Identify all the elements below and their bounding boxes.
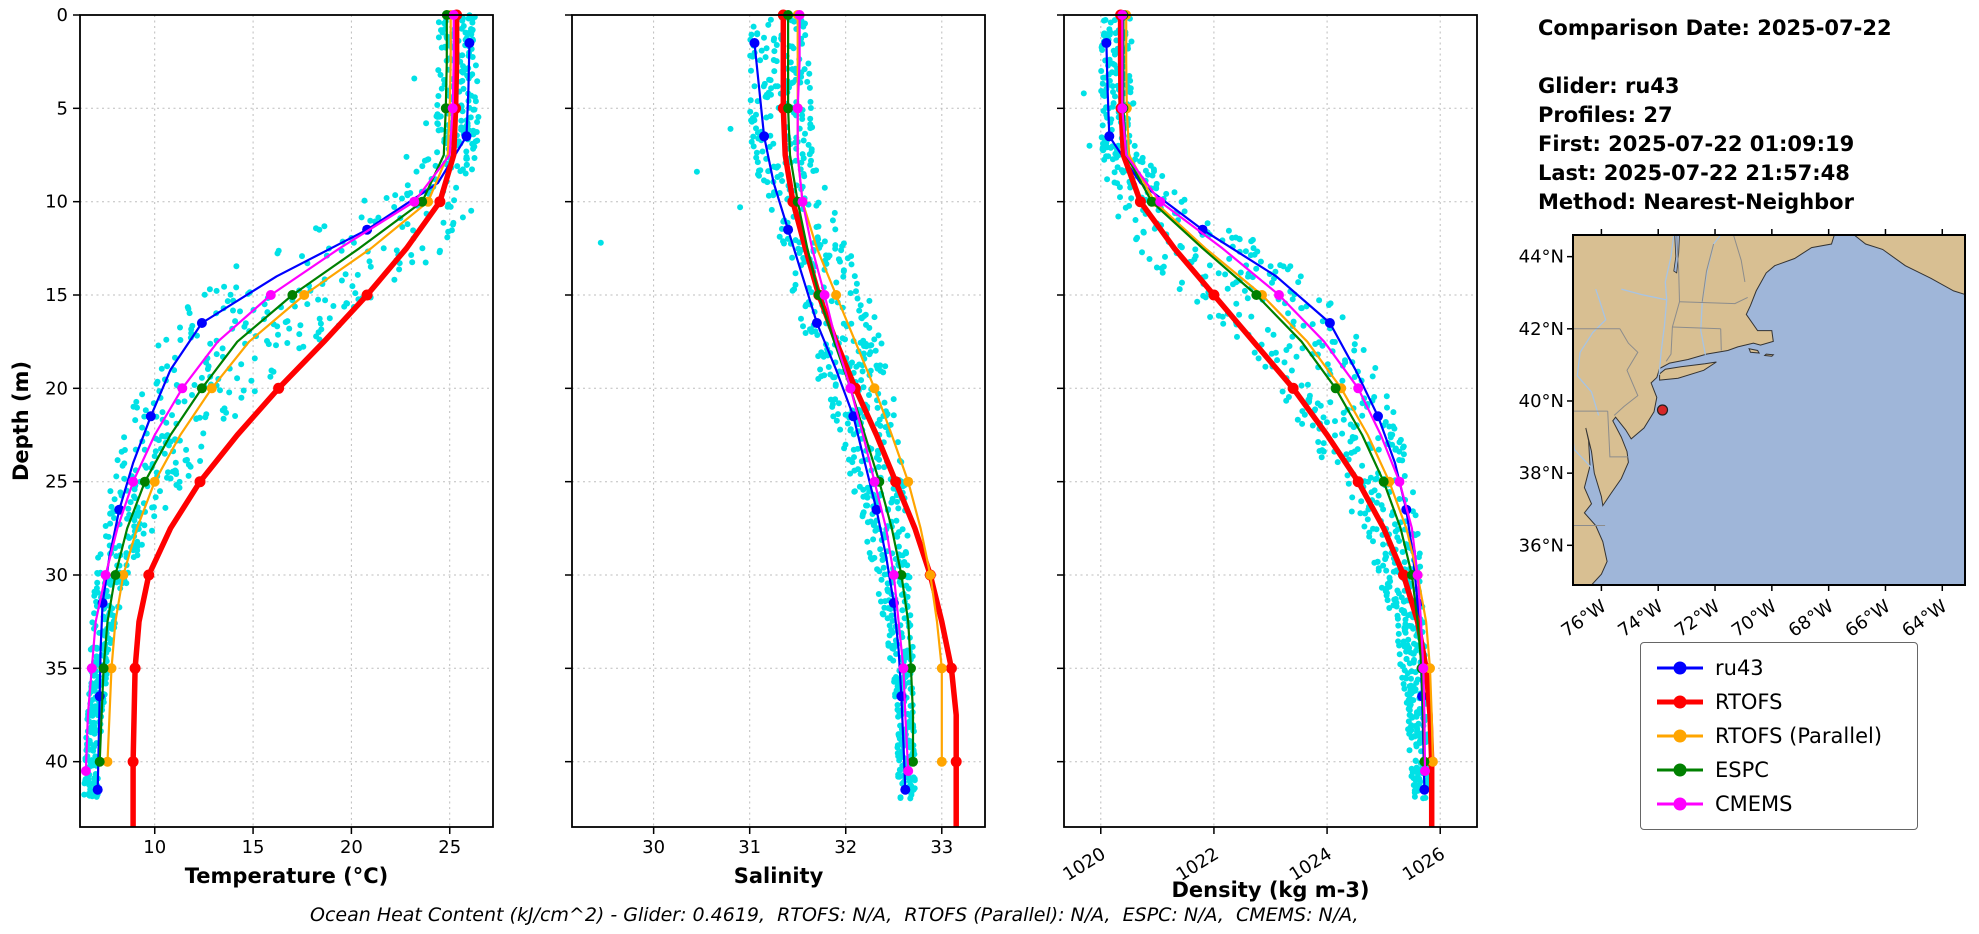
info-line: Last: 2025-07-22 21:57:48	[1538, 161, 1850, 185]
landmass	[1572, 234, 1835, 586]
series-ru43	[1101, 38, 1430, 795]
legend-item: ru43	[1655, 651, 1903, 685]
scatter-points	[597, 14, 918, 802]
gridlines	[1064, 14, 1477, 827]
x-tick-label: 33	[930, 837, 953, 858]
lon-tick-label: 64°W	[1898, 596, 1951, 642]
x-tick-label: 20	[340, 837, 363, 858]
legend-marker-icon	[1657, 729, 1703, 743]
plot-frame	[571, 14, 986, 828]
x-tick-label: 15	[242, 837, 265, 858]
state-border	[1672, 326, 1721, 330]
glider-location-marker	[1656, 404, 1669, 416]
y-tick-label: 20	[45, 378, 68, 399]
lon-tick-label: 74°W	[1614, 596, 1667, 642]
series-espc	[94, 10, 452, 767]
info-line: Method: Nearest-Neighbor	[1538, 190, 1854, 214]
scatter-points	[1080, 15, 1431, 802]
y-tick-label: 0	[57, 5, 68, 26]
gridlines	[572, 14, 985, 827]
x-tick-label: 1020	[1059, 843, 1109, 885]
plot-frame	[1063, 14, 1478, 828]
x-tick-label: 1026	[1399, 843, 1449, 885]
legend-label: CMEMS	[1715, 792, 1793, 816]
river	[1576, 288, 1607, 416]
lat-tick-label: 40°N	[1519, 391, 1564, 412]
info-line: First: 2025-07-22 01:09:19	[1538, 132, 1855, 156]
gridlines	[80, 14, 493, 827]
legend-marker-icon	[1657, 695, 1703, 709]
map-chart: 76°W 74°W 72°W 70°W 68°W 66°W 64°W 36°N 38°N 40°N…	[1519, 229, 1966, 642]
series-rtofs	[127, 9, 463, 827]
lon-tick-label: 68°W	[1785, 596, 1838, 642]
state-border	[1607, 411, 1629, 458]
legend-marker-icon	[1657, 763, 1703, 777]
x-tick-label: 10	[143, 837, 166, 858]
y-tick-label: 15	[45, 285, 68, 306]
legend-marker-icon	[1657, 661, 1703, 675]
y-tick-label: 40	[45, 752, 68, 773]
y-tick-label: 35	[45, 658, 68, 679]
y-axis-title: Depth (m)	[9, 361, 33, 481]
state-border	[1701, 243, 1715, 302]
lon-tick-label: 70°W	[1728, 596, 1781, 642]
y-tick-label: 10	[45, 192, 68, 213]
state-border	[1613, 328, 1639, 416]
state-border	[1720, 328, 1722, 351]
x-axis-title: Density (kg m-3)	[1171, 878, 1369, 902]
x-tick-label: 25	[438, 837, 461, 858]
legend-item: RTOFS	[1655, 685, 1903, 719]
legend-item: CMEMS	[1655, 787, 1903, 821]
lat-tick-label: 36°N	[1519, 535, 1564, 556]
x-tick-label: 32	[834, 837, 857, 858]
legend-label: RTOFS	[1715, 690, 1783, 714]
ocean-heat-content-caption: Ocean Heat Content (kJ/cm^2) - Glider: 0…	[310, 904, 1359, 926]
info-line	[1538, 43, 1968, 72]
info-line: Glider: ru43	[1538, 74, 1680, 98]
series-cmems	[80, 10, 459, 776]
info-line: Comparison Date: 2025-07-22	[1538, 16, 1892, 40]
legend-label: RTOFS (Parallel)	[1715, 724, 1883, 748]
plot-frame	[79, 14, 494, 828]
landmass	[1748, 348, 1761, 354]
series-rtofs	[1115, 9, 1438, 827]
legend-item: RTOFS (Parallel)	[1655, 719, 1903, 753]
x-axis-title: Temperature (°C)	[185, 864, 388, 888]
y-tick-label: 30	[45, 565, 68, 586]
info-panel: Comparison Date: 2025-07-22 Glider: ru43…	[1538, 14, 1968, 217]
temperature-chart: 10 15 20 25 0 5 10 15 20 25 30 35 40 Temperature (°C)…	[9, 5, 494, 888]
lat-tick-label: 38°N	[1519, 463, 1564, 484]
y-tick-label: 5	[57, 98, 68, 119]
x-tick-label: 30	[642, 837, 665, 858]
lat-tick-label: 44°N	[1519, 247, 1564, 268]
lon-tick-label: 76°W	[1558, 596, 1611, 642]
state-border	[1679, 296, 1748, 305]
series-cmems	[792, 10, 914, 776]
lat-tick-label: 42°N	[1519, 319, 1564, 340]
x-axis-title: Salinity	[734, 864, 824, 888]
x-tick-label: 31	[738, 837, 761, 858]
river	[1621, 288, 1667, 301]
landmass	[1763, 353, 1775, 357]
legend-label: ru43	[1715, 656, 1764, 680]
lon-tick-label: 72°W	[1671, 596, 1724, 642]
y-tick-label: 25	[45, 472, 68, 493]
lon-tick-label: 66°W	[1842, 596, 1895, 642]
state-border	[1733, 234, 1746, 282]
info-line: Profiles: 27	[1538, 103, 1673, 127]
scatter-points	[81, 12, 482, 800]
salinity-chart: 30 31 32 33 Salinity	[565, 9, 986, 888]
series-cmems	[1117, 10, 1430, 776]
legend-marker-icon	[1657, 797, 1703, 811]
landmass	[1659, 361, 1717, 381]
state-border	[1665, 234, 1681, 362]
legend-label: ESPC	[1715, 758, 1769, 782]
map-frame	[1572, 234, 1966, 586]
series-ru43	[92, 38, 475, 795]
legend: ru43 RTOFS RTOFS (Parallel) ESPC CMEMS	[1640, 642, 1918, 830]
legend-item: ESPC	[1655, 753, 1903, 787]
